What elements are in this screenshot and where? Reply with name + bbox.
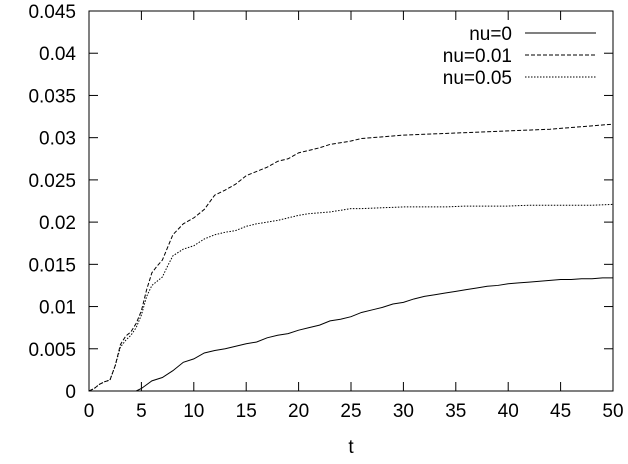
y-tick-label-7: 0.035 xyxy=(28,86,76,107)
series-line-0 xyxy=(89,277,613,392)
x-tick-label-8: 40 xyxy=(498,401,519,422)
y-tick-label-0: 0 xyxy=(65,382,76,403)
y-tick-label-8: 0.04 xyxy=(39,44,76,65)
x-tick-label-7: 35 xyxy=(445,401,466,422)
x-tick-label-10: 50 xyxy=(602,401,623,422)
x-axis-ticks: 0 5 10 15 20 25 30 35 40 45 50 xyxy=(84,11,624,422)
series-group xyxy=(88,123,614,392)
y-tick-label-3: 0.015 xyxy=(28,255,76,276)
y-tick-label-2: 0.01 xyxy=(39,298,76,319)
plot-frame xyxy=(88,10,614,392)
x-axis-label: t xyxy=(348,437,354,458)
y-tick-label-1: 0.005 xyxy=(28,340,76,361)
x-tick-label-4: 20 xyxy=(288,401,309,422)
series-line-1 xyxy=(88,123,614,392)
y-tick-label-9: 0.045 xyxy=(28,2,76,23)
legend-label-0: nu=0 xyxy=(469,24,512,45)
y-axis-ticks: 0 0.005 0.01 0.015 0.02 0.025 0.03 0.035 0.04 0.0… xyxy=(28,2,613,403)
y-tick-label-4: 0.02 xyxy=(39,213,76,234)
x-tick-label-9: 45 xyxy=(550,401,571,422)
x-tick-label-1: 5 xyxy=(136,401,147,422)
legend-label-2: nu=0.05 xyxy=(443,68,512,89)
y-tick-label-6: 0.03 xyxy=(39,129,76,150)
x-tick-label-2: 10 xyxy=(183,401,204,422)
x-tick-label-5: 25 xyxy=(340,401,361,422)
x-tick-label-0: 0 xyxy=(84,401,95,422)
x-tick-label-6: 30 xyxy=(393,401,414,422)
y-tick-label-5: 0.025 xyxy=(28,171,76,192)
legend-label-1: nu=0.01 xyxy=(443,46,512,67)
x-tick-label-3: 15 xyxy=(236,401,257,422)
series-line-2 xyxy=(88,203,614,392)
